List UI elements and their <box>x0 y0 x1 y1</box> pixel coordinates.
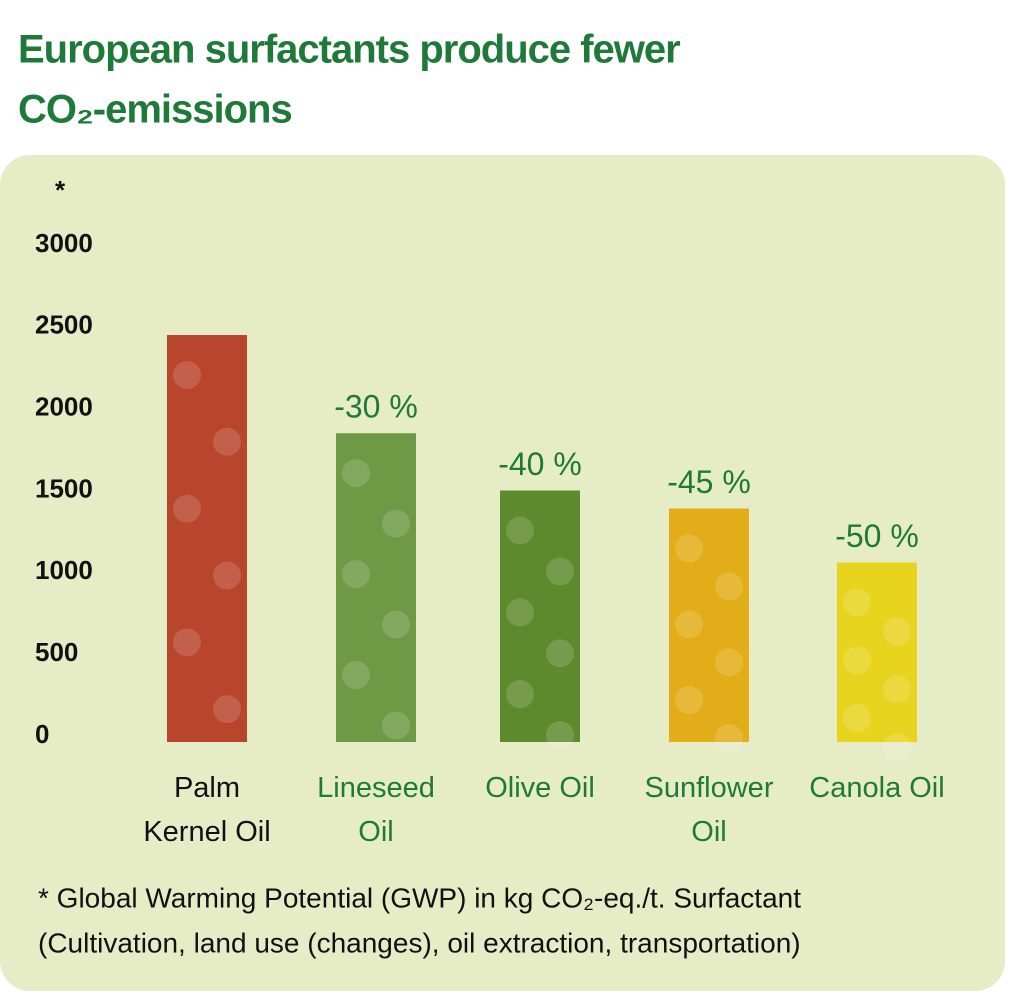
bar-texture <box>213 695 241 724</box>
y-tick-label: 3000 <box>35 228 93 258</box>
bar-texture <box>546 721 574 750</box>
x-tick-label: Lineseed Oil <box>317 772 435 848</box>
y-tick-label: 2500 <box>35 310 93 340</box>
bar <box>336 433 416 742</box>
bar-texture <box>675 534 703 563</box>
chart-title-2: CO₂-emissions <box>18 88 292 132</box>
x-tick-label: Sunflower Oil <box>644 772 774 848</box>
bar-texture <box>342 661 370 690</box>
bar-annotation: -40 % <box>498 446 582 482</box>
bar-texture <box>546 557 574 586</box>
bar-annotation: -45 % <box>667 464 751 500</box>
bar <box>167 335 247 742</box>
bar <box>669 508 749 742</box>
bar-annotation: -50 % <box>835 518 919 554</box>
bar-texture <box>715 724 743 753</box>
bar-texture <box>843 588 871 617</box>
bar-texture <box>675 686 703 715</box>
bar <box>500 490 580 742</box>
bar-texture <box>382 711 410 740</box>
bar-texture <box>382 509 410 538</box>
y-tick-label: 0 <box>35 719 49 749</box>
bar-texture <box>342 560 370 589</box>
y-axis-label: * <box>55 175 66 205</box>
x-tick-label: Canola Oil <box>809 772 945 804</box>
bar-texture <box>506 680 534 709</box>
bar-texture <box>546 639 574 668</box>
x-tick-label: Olive Oil <box>485 772 595 804</box>
bar <box>837 562 917 742</box>
bar-texture <box>173 628 201 657</box>
bar-texture <box>173 494 201 523</box>
bar-texture <box>342 459 370 488</box>
bar-texture <box>506 516 534 545</box>
bar-texture <box>173 361 201 390</box>
bar-texture <box>843 646 871 675</box>
y-tick-label: 500 <box>35 637 78 667</box>
y-tick-label: 2000 <box>35 392 93 422</box>
bar-annotation: -30 % <box>334 389 418 425</box>
bar-texture <box>506 598 534 627</box>
bar-texture <box>883 733 911 762</box>
x-tick-label: Palm Kernel Oil <box>143 772 271 848</box>
bar-texture <box>843 704 871 733</box>
bar-texture <box>675 610 703 639</box>
chart-title-1: European surfactants produce fewer <box>18 28 680 72</box>
bar-texture <box>715 572 743 601</box>
y-tick-label: 1500 <box>35 473 93 503</box>
bar-texture <box>883 675 911 704</box>
bar-texture <box>382 610 410 639</box>
bar-texture <box>883 617 911 646</box>
footnote: (Cultivation, land use (changes), oil ex… <box>38 927 801 958</box>
bar-texture <box>213 427 241 456</box>
footnote: * Global Warming Potential (GWP) in kg C… <box>38 882 801 913</box>
bar-texture <box>715 648 743 677</box>
bar-texture <box>213 561 241 590</box>
y-tick-label: 1000 <box>35 555 93 585</box>
